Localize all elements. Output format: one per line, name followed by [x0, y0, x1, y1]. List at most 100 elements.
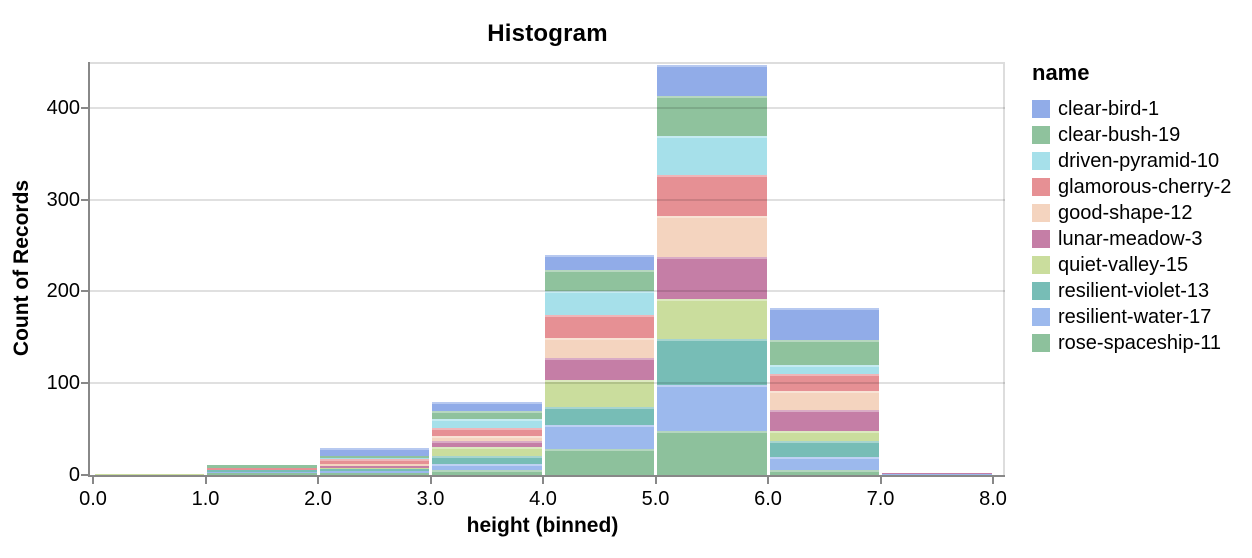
- bar-segment-driven-pyramid-10: [319, 457, 429, 460]
- y-tick-label: 400: [46, 96, 80, 119]
- y-tick-label: 0: [68, 464, 80, 486]
- bar-segment-quiet-valley-15: [657, 298, 767, 340]
- y-gridline: [90, 290, 1005, 293]
- legend-item-good-shape-12: good-shape-12: [1032, 202, 1231, 224]
- plot-view-border: [90, 62, 1005, 477]
- y-gridline: [90, 382, 1005, 385]
- bar-segment-clear-bird-1: [544, 254, 654, 271]
- y-axis-domain: [88, 62, 90, 477]
- x-tick: [654, 475, 657, 484]
- legend-swatch-icon: [1032, 308, 1050, 326]
- x-tick-label: 0.0: [79, 488, 107, 510]
- y-tick: [81, 382, 90, 385]
- legend-label: clear-bird-1: [1058, 98, 1160, 120]
- y-tick: [81, 474, 90, 476]
- bar-segment-lunar-meadow-3: [432, 441, 542, 447]
- bar-segment-resilient-water-17: [432, 463, 542, 471]
- x-tick-label: 5.0: [641, 488, 670, 510]
- bar-segment-rose-spaceship-11: [432, 470, 542, 475]
- legend-label: rose-spaceship-11: [1058, 332, 1222, 354]
- legend-label: glamorous-cherry-2: [1058, 176, 1232, 198]
- bar-segment-rose-spaceship-11: [319, 473, 429, 475]
- bar-segment-driven-pyramid-10: [657, 136, 767, 175]
- x-tick-label: 7.0: [866, 488, 895, 510]
- bar-segment-resilient-water-17: [882, 474, 992, 475]
- legend-swatch-icon: [1032, 282, 1050, 300]
- x-tick-label: 6.0: [754, 488, 782, 510]
- legend-label: driven-pyramid-10: [1058, 150, 1220, 172]
- legend-item-lunar-meadow-3: lunar-meadow-3: [1032, 229, 1231, 249]
- bar-segment-lunar-meadow-3: [544, 358, 654, 380]
- legend-item-clear-bush-19: clear-bush-19: [1032, 124, 1231, 146]
- bar-segment-glamorous-cherry-2: [319, 459, 429, 464]
- x-axis-title: height (binned): [466, 514, 619, 537]
- x-axis-domain: [88, 475, 1005, 477]
- x-tick: [92, 475, 94, 484]
- legend-swatch-icon: [1032, 256, 1050, 274]
- x-tick: [992, 475, 994, 484]
- y-gridline: [90, 106, 1005, 109]
- x-tick: [542, 475, 544, 484]
- bar-segment-rose-spaceship-11: [657, 430, 767, 475]
- legend-item-resilient-violet-13: resilient-violet-13: [1032, 280, 1231, 302]
- bar-segment-clear-bird-1: [769, 307, 879, 341]
- bar-segment-clear-bush-19: [657, 95, 767, 137]
- bar-segment-resilient-violet-13: [319, 469, 429, 472]
- legend-swatch-icon: [1032, 178, 1050, 196]
- bar-segment-clear-bush-19: [319, 455, 429, 458]
- legend-item-driven-pyramid-10: driven-pyramid-10: [1032, 150, 1231, 172]
- chart-title: Histogram: [487, 20, 608, 47]
- legend-swatch-icon: [1032, 100, 1050, 118]
- x-tick: [879, 475, 882, 484]
- legend-label: resilient-water-17: [1058, 306, 1212, 328]
- bar-segment-rose-spaceship-11: [769, 470, 879, 475]
- legend-label: quiet-valley-15: [1058, 254, 1189, 276]
- bar-segment-resilient-water-17: [657, 385, 767, 431]
- bar-segment-clear-bird-1: [657, 64, 767, 96]
- bar-segment-resilient-violet-13: [544, 407, 654, 426]
- legend-label: clear-bush-19: [1058, 124, 1181, 146]
- bar-segment-driven-pyramid-10: [544, 291, 654, 316]
- bar-segment-rose-spaceship-11: [544, 449, 654, 475]
- legend-title: name: [1032, 60, 1090, 85]
- legend-swatch-icon: [1032, 204, 1050, 222]
- legend-swatch-icon: [1032, 152, 1050, 170]
- x-tick: [767, 475, 769, 484]
- bar-segment-resilient-water-17: [769, 456, 879, 471]
- bar-segment-good-shape-12: [432, 436, 542, 442]
- bar-segment-rose-spaceship-11: [207, 473, 317, 475]
- y-tick: [81, 290, 90, 293]
- bar-segment-resilient-water-17: [207, 472, 317, 474]
- y-tick: [81, 198, 90, 201]
- legend-swatch-icon: [1032, 126, 1050, 144]
- y-tick-label: 100: [46, 372, 80, 395]
- legend-items: clear-bird-1 clear-bush-19 driven-pyramid-…: [1032, 98, 1232, 354]
- bar-segment-resilient-violet-13: [207, 470, 317, 473]
- bar-segment-driven-pyramid-10: [432, 419, 542, 429]
- x-tick-label: 2.0: [304, 488, 332, 510]
- bar-segment-clear-bush-19: [769, 340, 879, 365]
- legend-item-glamorous-cherry-2: glamorous-cherry-2: [1032, 176, 1232, 198]
- legend-item-rose-spaceship-11: rose-spaceship-11: [1032, 332, 1231, 354]
- bar-segment-good-shape-12: [319, 463, 429, 466]
- bar-segment-quiet-valley-15: [432, 446, 542, 456]
- legend-label: resilient-violet-13: [1058, 280, 1210, 302]
- bar-segment-clear-bush-19: [207, 464, 317, 468]
- bar-segment-good-shape-12: [544, 338, 654, 359]
- legend-label: good-shape-12: [1058, 202, 1193, 224]
- bar-segment-lunar-meadow-3: [769, 409, 879, 431]
- bar-segment-glamorous-cherry-2: [544, 315, 654, 339]
- bar-segment-lunar-meadow-3: [882, 473, 992, 475]
- x-tick: [317, 475, 319, 484]
- bar-segment-quiet-valley-15: [544, 379, 654, 408]
- bar-segment-resilient-water-17: [544, 425, 654, 450]
- x-tick-label: 4.0: [529, 488, 557, 510]
- bar-segment-driven-pyramid-10: [769, 364, 879, 375]
- bar-segment-lunar-meadow-3: [657, 257, 767, 299]
- bar-segment-resilient-violet-13: [432, 455, 542, 464]
- y-tick-label: 200: [46, 280, 80, 303]
- bar-segment-clear-bush-19: [432, 410, 542, 419]
- x-tick-label: 8.0: [979, 488, 1007, 510]
- bar-segment-clear-bird-1: [319, 448, 429, 456]
